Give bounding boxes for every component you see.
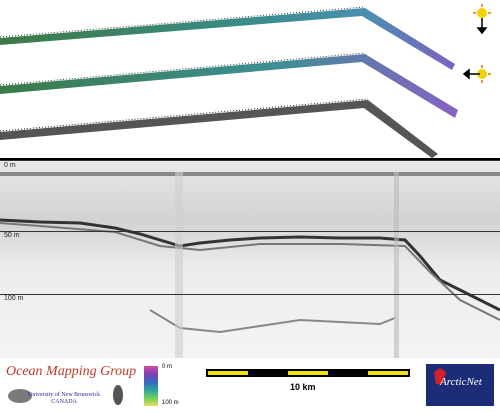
grey-swath xyxy=(0,100,438,158)
perspective-views xyxy=(0,4,491,158)
colorbar-top-label: 0 m xyxy=(162,364,173,370)
depth-line-50 xyxy=(0,231,500,232)
scale-bar-label: 10 km xyxy=(290,382,316,392)
echogram-panel: 0 m 50 m 100 m xyxy=(0,160,500,358)
institution-label: University of New Brunswick CANADA xyxy=(28,392,101,405)
arrow-left-icon xyxy=(462,68,480,80)
depth-line-0 xyxy=(0,160,500,161)
swath-edge-2 xyxy=(0,52,366,86)
swath-edge-1 xyxy=(0,6,366,38)
colorbar-bottom-label: 100 m xyxy=(162,400,179,406)
perspective-views-panel xyxy=(0,0,500,160)
depth-label-50m: 50 m xyxy=(4,232,20,239)
depth-label-0m: 0 m xyxy=(4,162,16,169)
colored-swath-upper xyxy=(0,8,455,70)
legend-bar: Ocean Mapping Group University of New Br… xyxy=(0,358,500,412)
depth-colorbar xyxy=(144,366,158,406)
fish-logo-icon xyxy=(8,385,123,405)
ocean-mapping-group-logo: Ocean Mapping Group University of New Br… xyxy=(6,364,136,410)
depth-line-100 xyxy=(0,294,500,295)
swath-edge-3 xyxy=(0,98,369,132)
sub-bottom-reflector xyxy=(149,309,396,334)
arcticnet-name: ArcticNet xyxy=(440,376,482,388)
arcticnet-logo: ArcticNet xyxy=(426,364,494,406)
maple-leaf-icon xyxy=(434,368,446,384)
colored-swath-middle xyxy=(0,54,458,118)
scale-bar xyxy=(206,369,410,377)
echogram-image xyxy=(0,160,500,358)
arrow-down-icon xyxy=(476,18,488,35)
depth-label-100m: 100 m xyxy=(4,295,24,302)
org-name: Ocean Mapping Group xyxy=(6,364,137,379)
